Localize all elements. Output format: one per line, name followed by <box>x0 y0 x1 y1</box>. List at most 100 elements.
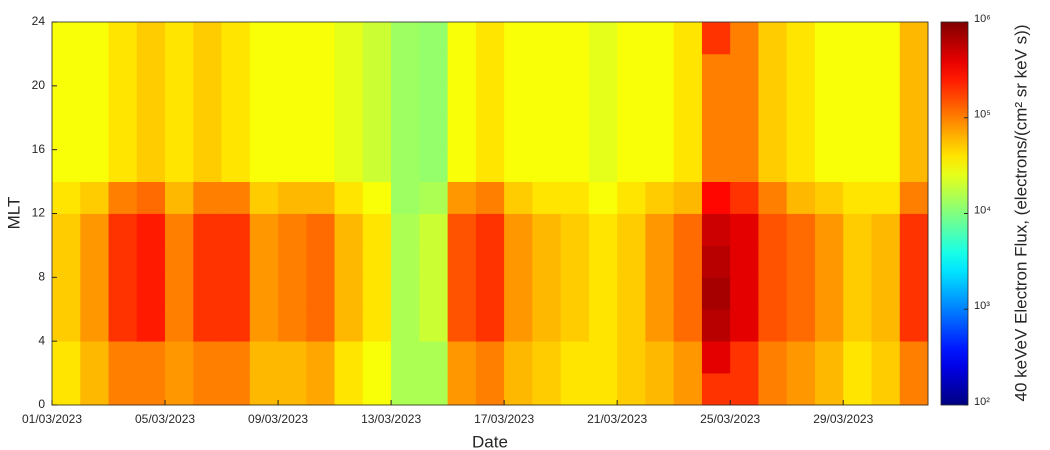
heatmap-cell <box>673 117 703 151</box>
heatmap-cell <box>193 341 222 374</box>
heatmap-cell <box>588 22 618 55</box>
heatmap-cell <box>362 277 392 310</box>
heatmap-cell <box>504 181 533 214</box>
heatmap-cell <box>108 341 138 374</box>
heatmap-cell <box>504 22 533 55</box>
heatmap-cell <box>391 213 420 246</box>
heatmap-cell <box>193 181 222 214</box>
heatmap-cell <box>306 341 335 374</box>
heatmap-cell <box>447 53 477 87</box>
heatmap-cell <box>419 53 449 87</box>
heatmap-cell <box>249 117 279 151</box>
heatmap-cell <box>306 22 335 55</box>
heatmap-cell <box>645 117 675 151</box>
heatmap-cell <box>645 213 675 246</box>
heatmap-cell <box>899 277 929 310</box>
heatmap-cell <box>80 53 109 87</box>
heatmap-cell <box>52 117 81 151</box>
heatmap-cell <box>786 181 816 214</box>
heatmap-cell <box>588 181 618 214</box>
heatmap-cell <box>899 85 929 119</box>
heatmap-cell <box>475 341 505 374</box>
heatmap-cell <box>52 213 81 246</box>
heatmap-cell <box>391 245 420 278</box>
heatmap-cell <box>786 373 816 406</box>
heatmap-cell <box>758 309 788 342</box>
heatmap-cell <box>871 149 901 182</box>
heatmap-cell <box>645 22 675 55</box>
heatmap-cell <box>786 149 816 182</box>
heatmap-cell <box>673 53 703 87</box>
heatmap-cell <box>786 117 816 151</box>
heatmap-cell <box>306 117 335 151</box>
heatmap-cell <box>814 117 844 151</box>
heatmap-cell <box>136 245 166 278</box>
heatmap-cell <box>701 341 731 374</box>
heatmap-cell <box>899 117 929 151</box>
heatmap-cell <box>419 373 449 406</box>
heatmap-cell <box>52 85 81 119</box>
heatmap-cell <box>391 277 420 310</box>
heatmap-cell <box>447 22 477 55</box>
heatmap-cell <box>899 213 929 246</box>
heatmap-cell <box>475 213 505 246</box>
heatmap-cell <box>899 149 929 182</box>
heatmap-cell <box>278 117 307 151</box>
y-axis-title: MLT <box>4 197 23 230</box>
heatmap-cell <box>419 309 449 342</box>
heatmap-cell <box>108 53 138 87</box>
heatmap-cell <box>504 149 533 182</box>
heatmap-cell <box>673 309 703 342</box>
heatmap-cell <box>165 117 194 151</box>
heatmap-cell <box>419 213 449 246</box>
heatmap-cell <box>758 245 788 278</box>
heatmap-cell <box>362 181 392 214</box>
heatmap-cell <box>391 309 420 342</box>
heatmap-cell <box>814 373 844 406</box>
heatmap-cell <box>871 181 901 214</box>
heatmap-cell <box>843 213 872 246</box>
heatmap-cell <box>362 245 392 278</box>
heatmap-cell <box>306 373 335 406</box>
heatmap-cell <box>278 22 307 55</box>
heatmap-cell <box>334 245 364 278</box>
heatmap-cell <box>278 245 307 278</box>
heatmap-cell <box>871 53 901 87</box>
heatmap-cell <box>617 117 646 151</box>
heatmap-cell <box>193 149 222 182</box>
heatmap-cell <box>588 149 618 182</box>
heatmap-cell <box>673 373 703 406</box>
heatmap-cell <box>278 53 307 87</box>
heatmap-cell <box>786 309 816 342</box>
heatmap-cell <box>560 245 590 278</box>
heatmap-cell <box>899 53 929 87</box>
heatmap-cell <box>136 277 166 310</box>
heatmap-cell <box>165 341 194 374</box>
heatmap-cell <box>504 341 533 374</box>
heatmap-cell <box>193 373 222 406</box>
heatmap-cell <box>362 149 392 182</box>
heatmap-cell <box>504 213 533 246</box>
heatmap-cell <box>730 341 759 374</box>
heatmap-cell <box>391 149 420 182</box>
heatmap-cell <box>221 245 251 278</box>
heatmap-cell <box>645 53 675 87</box>
heatmap-cell <box>814 149 844 182</box>
heatmap-cell <box>701 117 731 151</box>
heatmap-cell <box>814 245 844 278</box>
heatmap-cell <box>673 277 703 310</box>
heatmap-cell <box>80 309 109 342</box>
heatmap-cell <box>730 149 759 182</box>
heatmap-cell <box>391 373 420 406</box>
heatmap-cell <box>843 117 872 151</box>
heatmap-cell <box>701 309 731 342</box>
heatmap-cell <box>532 181 562 214</box>
heatmap-cell <box>673 245 703 278</box>
heatmap-cell <box>673 181 703 214</box>
heatmap-cell <box>362 85 392 119</box>
heatmap-cell <box>617 181 646 214</box>
heatmap-cell <box>108 373 138 406</box>
x-tick-label: 21/03/2023 <box>587 412 647 426</box>
y-tick-label: 16 <box>32 142 46 156</box>
heatmap-cell <box>786 245 816 278</box>
